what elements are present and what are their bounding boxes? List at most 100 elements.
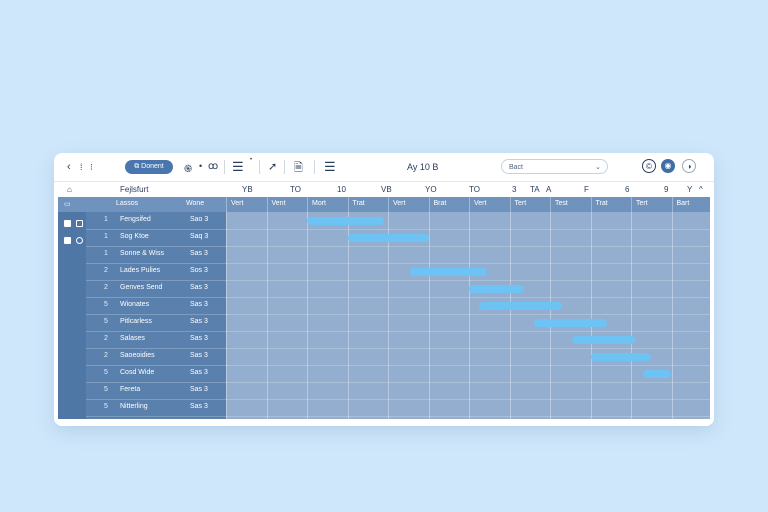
task-bar[interactable] xyxy=(479,302,563,310)
document-icon[interactable]: 🗎 xyxy=(294,162,303,174)
day-header: Test xyxy=(555,200,568,207)
task-index: 5 xyxy=(104,386,108,393)
duration-column-header: Wone xyxy=(186,200,205,207)
task-index: 5 xyxy=(104,318,108,325)
task-bar[interactable] xyxy=(590,353,652,361)
task-bar[interactable] xyxy=(572,336,636,344)
copyright-button[interactable]: © xyxy=(642,159,656,173)
more-icon[interactable]: ⁝ xyxy=(90,162,93,172)
task-list-panel xyxy=(58,197,226,419)
row-checkbox[interactable] xyxy=(64,237,71,244)
task-row[interactable]: 5 Fereta Sas 3 xyxy=(86,382,226,399)
row-divider xyxy=(86,331,710,332)
menu-icon[interactable]: ⁞ xyxy=(80,162,83,172)
task-bar[interactable] xyxy=(347,234,429,242)
task-name: Saoeoidies xyxy=(120,352,155,359)
task-row[interactable]: 5 Wionates Sas 3 xyxy=(86,297,226,314)
period-label: TA xyxy=(530,185,540,194)
task-index: 1 xyxy=(104,250,108,257)
day-header: Vert xyxy=(474,200,487,207)
row-divider xyxy=(86,348,710,349)
task-index: 2 xyxy=(104,267,108,274)
list-icon[interactable]: ☰ xyxy=(232,159,244,174)
task-name: Sog Ktoe xyxy=(120,233,149,240)
task-bar[interactable] xyxy=(410,268,488,276)
task-duration: Sas 3 xyxy=(190,301,208,308)
row-divider xyxy=(86,416,710,417)
profile-button[interactable]: ◉ xyxy=(661,159,675,173)
checkbox-column xyxy=(58,197,86,419)
home-icon[interactable]: ⌂ xyxy=(67,185,72,194)
task-row[interactable]: 2 Genves Send Sas 3 xyxy=(86,280,226,297)
task-bar[interactable] xyxy=(469,285,524,293)
sync-icon[interactable]: ֍ xyxy=(184,164,193,175)
toolbar-divider xyxy=(259,160,260,174)
task-bar[interactable] xyxy=(533,319,607,327)
day-gridline xyxy=(388,197,389,419)
task-bar[interactable] xyxy=(643,370,672,378)
task-index: 1 xyxy=(104,216,108,223)
day-header: Mort xyxy=(312,200,326,207)
task-duration: Sas 3 xyxy=(190,335,208,342)
task-index: 5 xyxy=(104,403,108,410)
day-header: Vert xyxy=(231,200,244,207)
task-bar[interactable] xyxy=(307,217,384,225)
task-name: Nitterling xyxy=(120,403,148,410)
period-label: TO xyxy=(469,185,480,194)
grid-subheader: ▭ Lassos Wone Vert Vent Mort Trat Vert Brat Ve… xyxy=(58,197,710,212)
day-gridline xyxy=(631,197,632,419)
primary-button[interactable]: ⧉ Donent xyxy=(125,160,173,174)
row-checkbox[interactable] xyxy=(76,220,83,227)
period-label: VB xyxy=(381,185,392,194)
back-icon[interactable]: ‹ xyxy=(67,161,71,173)
timeline-header: ⌂ Fejlsfurt YB TO 10 VB YO TO 3 TA A F 6… xyxy=(54,181,714,198)
gantt-window: ‹ ⁞ ⁝ ⧉ Donent ֍ • ꝏ ☰ • ➚ 🗎 ☰ Ay 10 B B… xyxy=(54,153,714,426)
window-footer xyxy=(54,419,714,426)
task-duration: Sas 3 xyxy=(190,386,208,393)
row-divider xyxy=(86,365,710,366)
day-header: Trat xyxy=(595,200,608,207)
row-divider xyxy=(86,263,710,264)
task-row[interactable]: 5 Pitlcarless Sas 3 xyxy=(86,314,226,331)
task-name: Genves Send xyxy=(120,284,163,291)
task-index: 1 xyxy=(104,233,108,240)
task-row[interactable]: 2 Salases Sas 3 xyxy=(86,331,226,348)
period-label: Y xyxy=(687,185,693,194)
panel-icon[interactable]: ▭ xyxy=(64,201,71,208)
theme-button[interactable]: ◑ xyxy=(682,159,696,173)
task-name: Sonne & Wiss xyxy=(120,250,164,257)
share-icon[interactable]: ➚ xyxy=(268,161,278,173)
list-view-icon[interactable]: ☰ xyxy=(324,159,336,174)
task-index: 2 xyxy=(104,352,108,359)
task-row[interactable]: 1 Sog Ktoe Saq 3 xyxy=(86,229,226,246)
link-icon[interactable]: ꝏ xyxy=(208,161,219,172)
day-header: Vert xyxy=(393,200,406,207)
task-duration: Sas 3 xyxy=(190,403,208,410)
filter-select[interactable]: Bact ⌄ xyxy=(501,159,608,174)
list-badge-icon: • xyxy=(250,157,253,163)
row-divider xyxy=(86,297,710,298)
chevron-down-icon: ⌄ xyxy=(595,164,601,171)
day-gridline xyxy=(226,197,227,419)
filter-value: Bact xyxy=(509,164,524,171)
toolbar: ‹ ⁞ ⁝ ⧉ Donent ֍ • ꝏ ☰ • ➚ 🗎 ☰ Ay 10 B B… xyxy=(54,153,714,181)
toolbar-divider xyxy=(224,160,225,174)
period-label: F xyxy=(584,185,589,194)
day-header: Brat xyxy=(433,200,447,207)
day-gridline xyxy=(347,197,349,419)
task-name: Wionates xyxy=(120,301,150,308)
task-name: Fereta xyxy=(120,386,141,393)
task-row[interactable]: 2 Lades Pulies Sos 3 xyxy=(86,263,226,280)
collapse-icon[interactable]: ^ xyxy=(699,185,703,194)
task-name: Fengsifed xyxy=(120,216,151,223)
row-radio[interactable] xyxy=(76,237,83,244)
row-checkbox[interactable] xyxy=(64,220,71,227)
task-row[interactable]: 1 Fengsifed Sao 3 xyxy=(86,212,226,229)
task-row[interactable]: 5 Nitterling Sas 3 xyxy=(86,399,226,416)
row-divider xyxy=(86,229,710,230)
task-row[interactable]: 2 Saoeoidies Sas 3 xyxy=(86,348,226,365)
row-divider xyxy=(86,382,710,383)
task-row[interactable]: 1 Sonne & Wiss Sas 3 xyxy=(86,246,226,263)
task-row[interactable]: 5 Cosd Wide Sas 3 xyxy=(86,365,226,382)
period-label: 10 xyxy=(337,185,346,194)
